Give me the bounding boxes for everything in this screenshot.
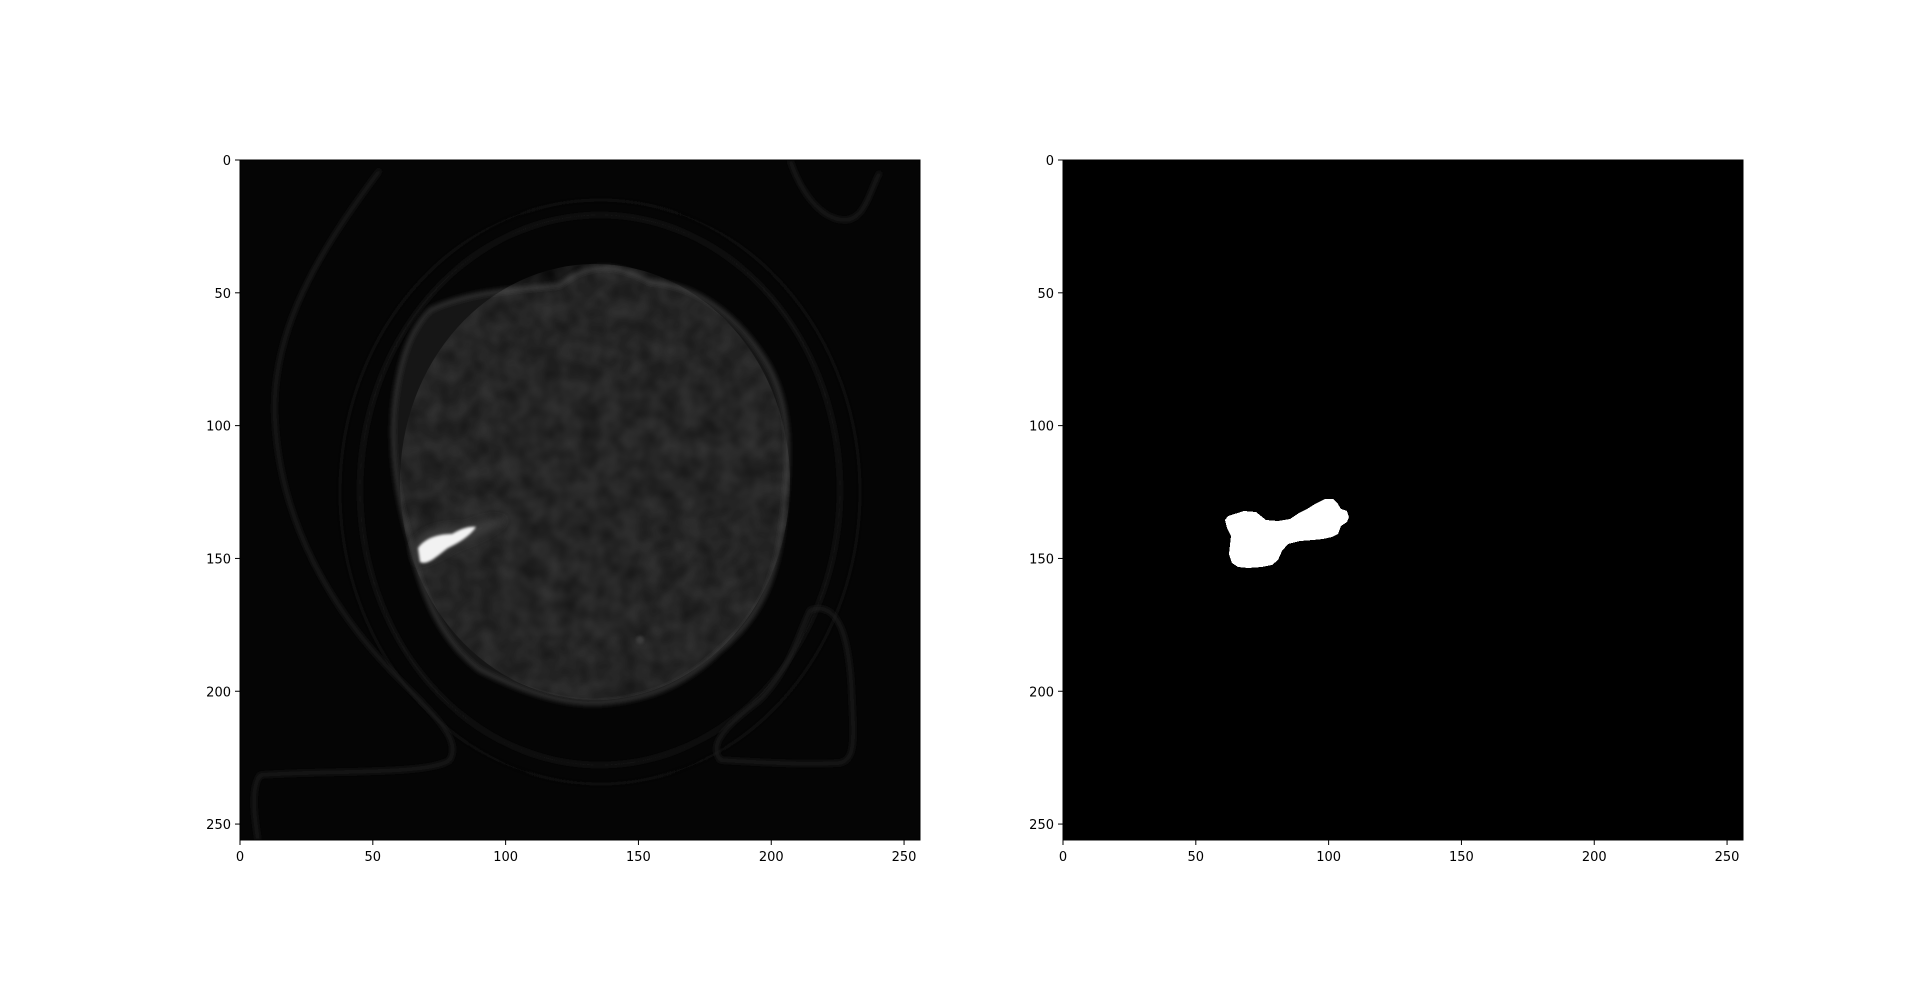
y-tick-label: 200 (1029, 685, 1054, 700)
mask-image-background (1063, 160, 1743, 840)
body-contour-top-right (788, 160, 882, 223)
ct-image-content (252, 160, 882, 840)
ct-slice-panel: 0 50 100 150 200 250 0 50 100 150 200 250 (206, 154, 921, 865)
mask-axes: 0 50 100 150 200 250 0 50 100 150 200 250 (1029, 154, 1744, 865)
y-tick-label: 250 (206, 818, 231, 833)
x-tick-label: 50 (1188, 850, 1205, 865)
y-tick-label: 100 (206, 420, 231, 435)
x-tick-label: 50 (365, 850, 382, 865)
x-tick-label: 100 (493, 850, 518, 865)
outer-ring-contour (358, 213, 842, 767)
y-tick-label: 50 (214, 287, 231, 302)
mask-panel: 0 50 100 150 200 250 0 50 100 150 200 250 (1029, 154, 1744, 865)
body-contour-bottom-right (714, 606, 856, 766)
y-tick-label: 150 (206, 552, 231, 567)
y-tick-label: 50 (1037, 287, 1054, 302)
axes-frame (1062, 159, 1744, 841)
x-tick-label: 200 (1582, 850, 1607, 865)
y-tick-label: 150 (1029, 552, 1054, 567)
y-tick-label: 250 (1029, 818, 1054, 833)
x-tick-label: 0 (1059, 850, 1067, 865)
axes-frame (239, 159, 921, 841)
lesion (418, 526, 476, 563)
small-bright-spot (636, 636, 644, 644)
mask-region (1225, 499, 1349, 568)
x-tick-label: 150 (626, 850, 651, 865)
x-tick-label: 150 (1449, 850, 1474, 865)
y-tick-label: 0 (223, 154, 231, 169)
x-tick-label: 100 (1316, 850, 1341, 865)
y-tick-label: 0 (1046, 154, 1054, 169)
x-tick-label: 0 (236, 850, 244, 865)
ct-slice-axes: 0 50 100 150 200 250 0 50 100 150 200 250 (206, 154, 921, 865)
y-tick-label: 200 (206, 685, 231, 700)
y-tick-label: 100 (1029, 420, 1054, 435)
body-contour-left (252, 168, 455, 840)
x-tick-label: 250 (1715, 850, 1740, 865)
outer-ring-contour-2 (339, 199, 861, 785)
organ-texture (400, 264, 790, 700)
x-tick-label: 250 (892, 850, 917, 865)
x-tick-label: 200 (759, 850, 784, 865)
